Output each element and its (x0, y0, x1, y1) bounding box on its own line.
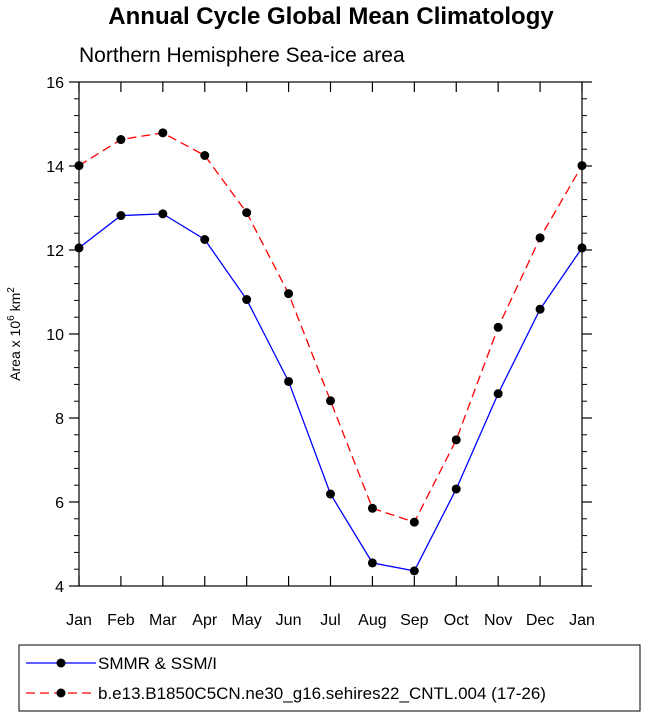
data-point (409, 517, 419, 527)
y-tick-label: 12 (46, 243, 64, 260)
data-point (535, 304, 545, 314)
x-tick-label: Nov (484, 612, 512, 629)
data-point (493, 389, 503, 399)
axis-ticks (69, 81, 592, 587)
y-axis-label-exp-2: 2 (6, 287, 17, 293)
data-point (326, 396, 335, 406)
legend-entry-2: b.e13.B1850C5CN.ne30_g16.sehires22_CNTL.… (26, 684, 546, 703)
data-point (200, 151, 210, 160)
y-axis-label: Area x 106 km2 (6, 287, 23, 381)
data-point (577, 243, 587, 253)
y-tick-label: 10 (46, 327, 64, 344)
series-2 (74, 128, 587, 527)
data-point (158, 209, 168, 219)
data-point (242, 208, 252, 218)
x-tick-label: Jul (320, 612, 340, 629)
legend-marker-1 (56, 658, 66, 668)
legend-label-2: b.e13.B1850C5CN.ne30_g16.sehires22_CNTL.… (98, 684, 546, 703)
plot-frame (78, 81, 583, 587)
x-tick-label: Jan (66, 612, 92, 629)
y-tick-label: 8 (55, 411, 64, 428)
y-axis-label-exp-1: 6 (6, 315, 17, 321)
data-point (116, 211, 126, 221)
data-point (409, 566, 419, 576)
y-tick-label: 6 (55, 495, 64, 512)
legend-entry-1: SMMR & SSM/I (26, 654, 217, 673)
x-tick-label: Mar (149, 612, 177, 629)
y-tick-label: 16 (46, 75, 64, 92)
x-tick-label: Jan (569, 612, 595, 629)
data-point (74, 243, 84, 253)
data-point (326, 489, 335, 499)
y-tick-label: 4 (55, 579, 64, 596)
y-tick-label: 14 (46, 159, 64, 176)
data-point (158, 128, 168, 138)
x-tick-label: Sep (400, 612, 429, 629)
data-point (451, 435, 461, 445)
x-tick-label: Aug (358, 612, 386, 629)
x-tick-label: May (232, 612, 262, 629)
chart-title: Annual Cycle Global Mean Climatology (108, 3, 554, 30)
data-point (367, 503, 377, 513)
data-point (493, 322, 503, 332)
data-point (535, 233, 545, 243)
y-axis-label-unit: km (7, 293, 23, 316)
series-line-1 (78, 213, 583, 572)
series-1 (74, 209, 587, 576)
legend-marker-2 (56, 688, 66, 698)
y-axis-label-prefix: Area x 10 (7, 321, 23, 381)
x-tick-label: Feb (107, 612, 135, 629)
x-tick-label: Oct (444, 612, 469, 629)
x-tick-label: Apr (192, 612, 218, 629)
data-point (74, 161, 84, 171)
chart-subtitle: Northern Hemisphere Sea-ice area (79, 44, 405, 67)
legend-box (18, 644, 641, 712)
data-point (451, 484, 461, 494)
data-point (284, 289, 294, 299)
data-point (200, 235, 210, 244)
legend-label-1: SMMR & SSM/I (98, 654, 217, 673)
x-tick-labels: Jan Feb Mar Apr May Jun Jul Aug Sep Oct Nov Dec Jan (66, 612, 595, 629)
data-point (367, 558, 377, 568)
y-tick-labels: 4 6 8 10 12 14 16 (46, 75, 64, 596)
x-tick-label: Dec (526, 612, 554, 629)
x-tick-label: Jun (276, 612, 302, 629)
data-point (284, 376, 294, 386)
series-line-2 (78, 132, 583, 523)
series-group (74, 128, 587, 576)
data-point (577, 161, 587, 171)
data-point (116, 135, 126, 145)
data-point (242, 295, 252, 305)
